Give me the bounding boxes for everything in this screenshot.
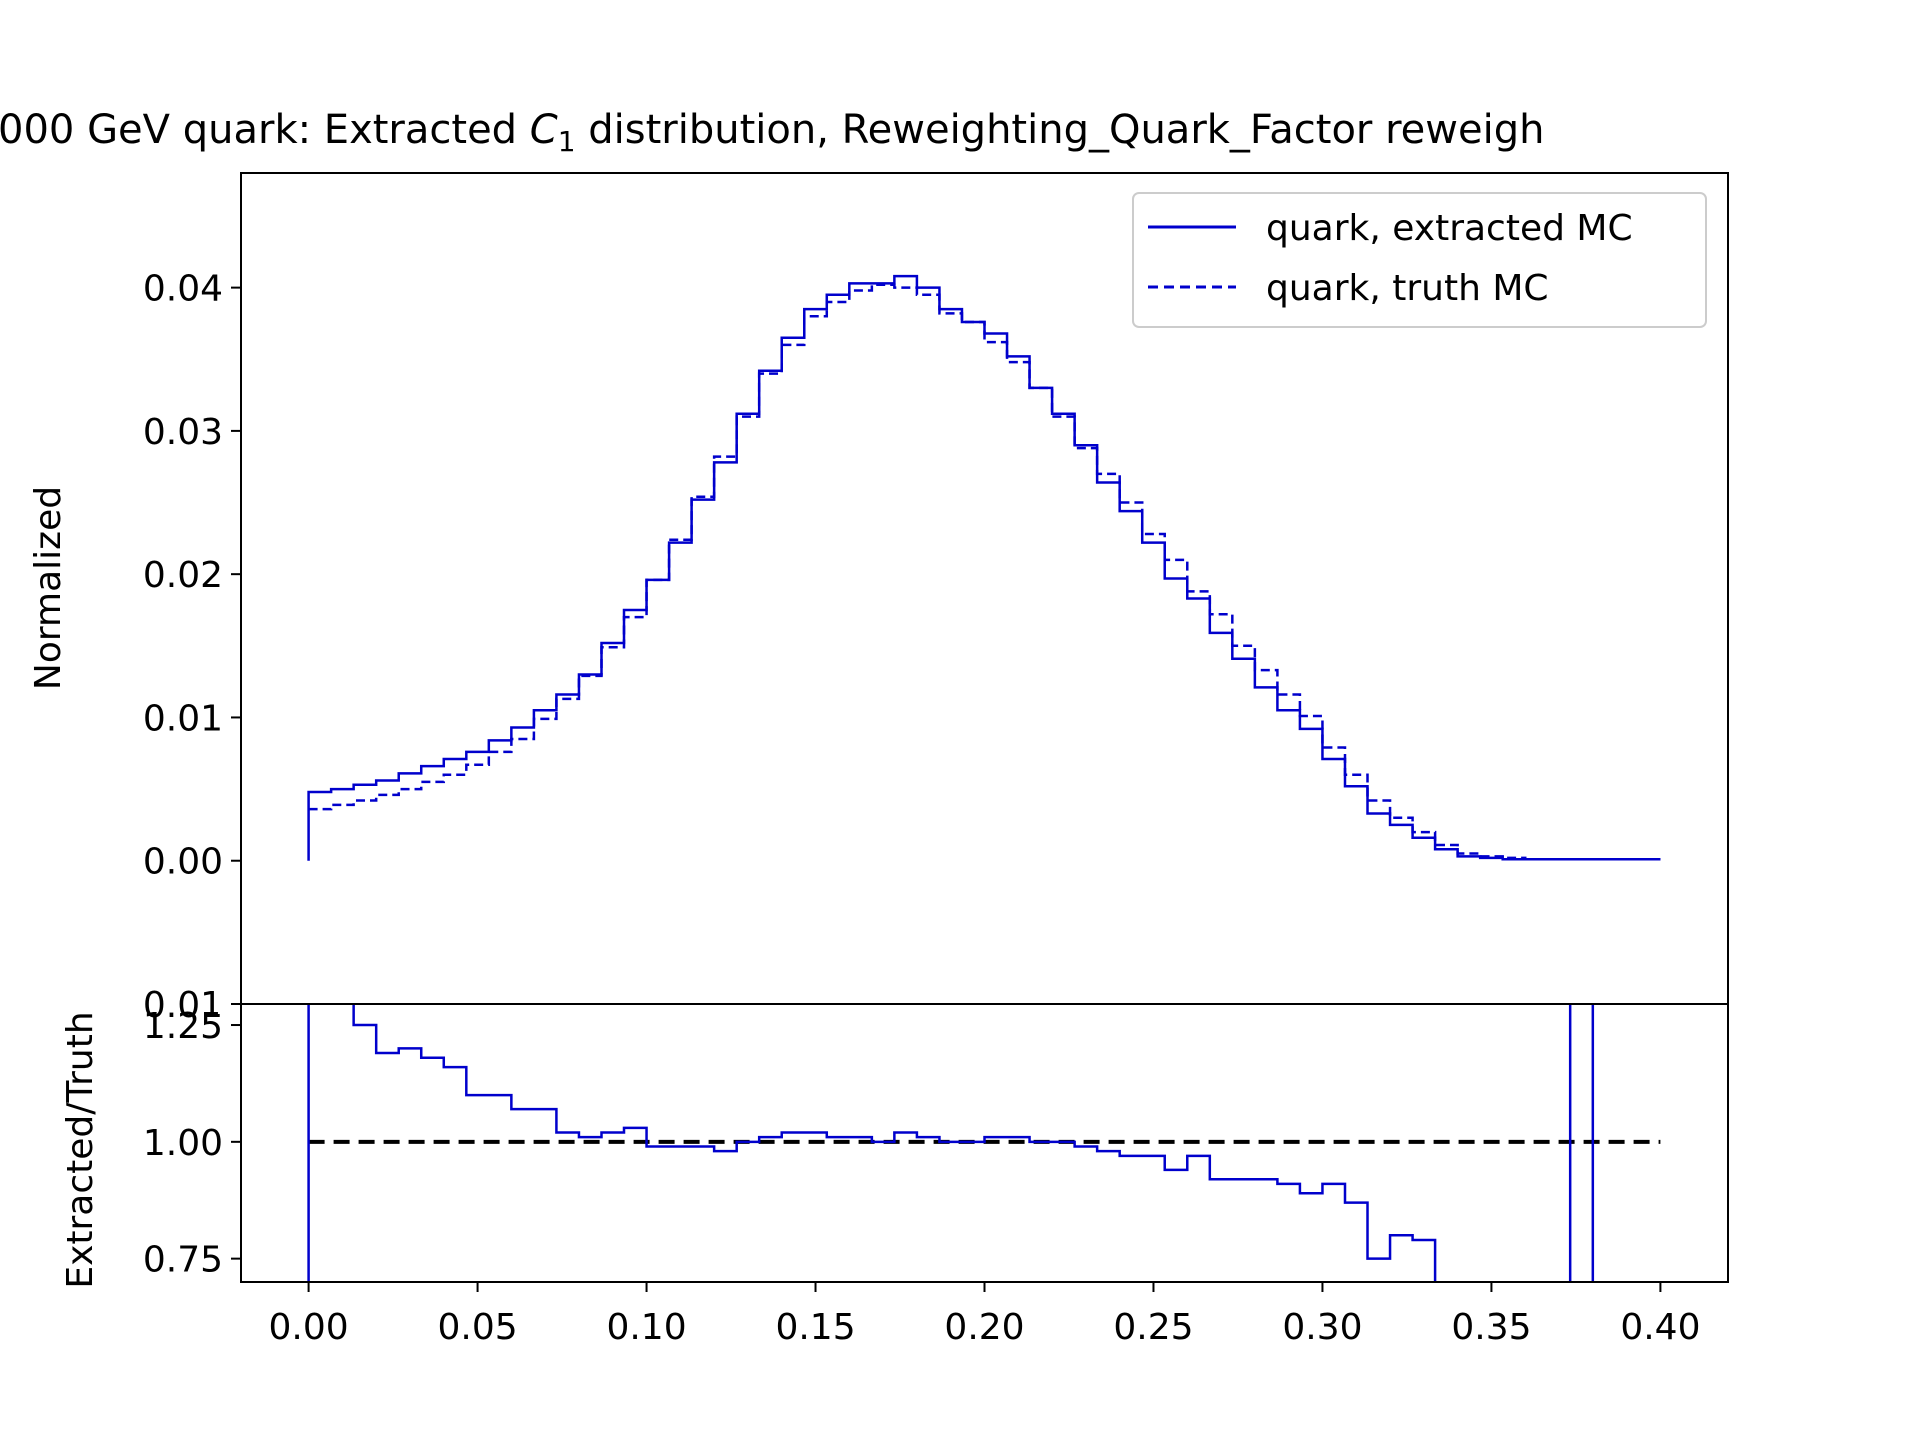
main-y-ticks: 0.00 0.01 0.02 0.03 0.04 0.01 xyxy=(143,269,241,1026)
x-tick-label: 0.25 xyxy=(1113,1307,1193,1348)
ratio-y-axis-label: Extracted/Truth xyxy=(60,1011,101,1288)
main-y-tick-label: 0.01 xyxy=(143,698,223,739)
x-tick-label: 0.00 xyxy=(269,1307,349,1348)
x-tick-label: 0.10 xyxy=(606,1307,686,1348)
main-y-tick-label-bottom: 0.01 xyxy=(143,985,223,1026)
x-tick-label: 0.05 xyxy=(437,1307,517,1348)
main-y-axis-label: Normalized xyxy=(28,486,69,690)
main-panel: 0.00 0.01 0.02 0.03 0.04 0.01 Normalized xyxy=(28,172,1729,1026)
legend-label-truth: quark, truth MC xyxy=(1266,268,1549,309)
title-prefix: 000 GeV quark: Extracted xyxy=(0,107,530,153)
ratio-y-tick-label: 1.00 xyxy=(143,1123,223,1164)
x-tick-label: 0.30 xyxy=(1282,1307,1362,1348)
legend: quark, extracted MC quark, truth MC xyxy=(1132,192,1707,328)
main-y-tick-label: 0.02 xyxy=(143,555,223,596)
x-tick-label: 0.35 xyxy=(1451,1307,1531,1348)
series-line-truth xyxy=(308,283,1661,861)
ratio-clip-group xyxy=(307,1004,1661,1282)
ratio-series-line xyxy=(307,1004,1437,1282)
main-y-tick-label: 0.00 xyxy=(143,842,223,883)
x-tick-label: 0.20 xyxy=(944,1307,1024,1348)
series-line-extracted xyxy=(307,274,1661,861)
ratio-ticks: 0.75 1.00 1.25 0.00 0.05 0.10 0.15 0.20 0.25 0.30… xyxy=(143,1006,1701,1348)
main-y-tick-label: 0.04 xyxy=(143,269,223,310)
legend-label-extracted: quark, extracted MC xyxy=(1266,208,1633,249)
main-y-tick-label: 0.03 xyxy=(143,412,223,453)
ratio-y-tick-label: 0.75 xyxy=(143,1240,223,1281)
title-subscript: 1 xyxy=(558,125,576,158)
x-tick-label: 0.15 xyxy=(775,1307,855,1348)
ratio-y-tick-label: 1.25 xyxy=(143,1006,223,1047)
ratio-panel: 0.75 1.00 1.25 0.00 0.05 0.10 0.15 0.20 0.25 0.30… xyxy=(60,1003,1729,1348)
chart-title: 000 GeV quark: Extracted C1 distribution… xyxy=(0,107,1544,158)
main-series xyxy=(307,274,1661,861)
x-tick-label: 0.40 xyxy=(1620,1307,1700,1348)
legend-frame xyxy=(1132,192,1707,328)
title-suffix: distribution, Reweighting_Quark_Factor r… xyxy=(576,107,1545,153)
ratio-series xyxy=(307,1004,1661,1282)
title-symbol: C xyxy=(530,107,558,153)
